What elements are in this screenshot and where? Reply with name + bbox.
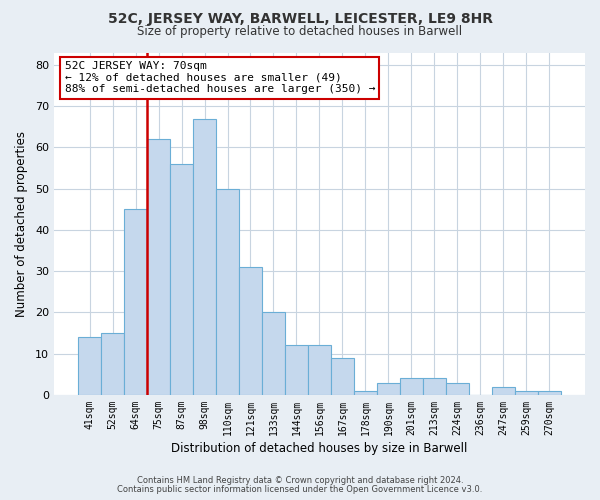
Text: Contains public sector information licensed under the Open Government Licence v3: Contains public sector information licen… xyxy=(118,485,482,494)
Bar xyxy=(147,139,170,395)
Bar xyxy=(124,210,147,395)
Bar xyxy=(78,337,101,395)
Bar xyxy=(216,188,239,395)
Text: 52C, JERSEY WAY, BARWELL, LEICESTER, LE9 8HR: 52C, JERSEY WAY, BARWELL, LEICESTER, LE9… xyxy=(107,12,493,26)
Bar xyxy=(262,312,285,395)
Bar xyxy=(193,118,216,395)
Bar xyxy=(446,382,469,395)
Bar xyxy=(308,346,331,395)
Bar xyxy=(354,391,377,395)
Bar xyxy=(101,333,124,395)
Bar xyxy=(331,358,354,395)
Text: Size of property relative to detached houses in Barwell: Size of property relative to detached ho… xyxy=(137,25,463,38)
X-axis label: Distribution of detached houses by size in Barwell: Distribution of detached houses by size … xyxy=(171,442,467,455)
Bar xyxy=(239,267,262,395)
Bar xyxy=(515,391,538,395)
Bar xyxy=(285,346,308,395)
Text: 52C JERSEY WAY: 70sqm
← 12% of detached houses are smaller (49)
88% of semi-deta: 52C JERSEY WAY: 70sqm ← 12% of detached … xyxy=(65,61,375,94)
Bar xyxy=(377,382,400,395)
Bar xyxy=(492,386,515,395)
Bar xyxy=(400,378,423,395)
Bar xyxy=(423,378,446,395)
Bar xyxy=(170,164,193,395)
Text: Contains HM Land Registry data © Crown copyright and database right 2024.: Contains HM Land Registry data © Crown c… xyxy=(137,476,463,485)
Y-axis label: Number of detached properties: Number of detached properties xyxy=(15,130,28,316)
Bar xyxy=(538,391,561,395)
